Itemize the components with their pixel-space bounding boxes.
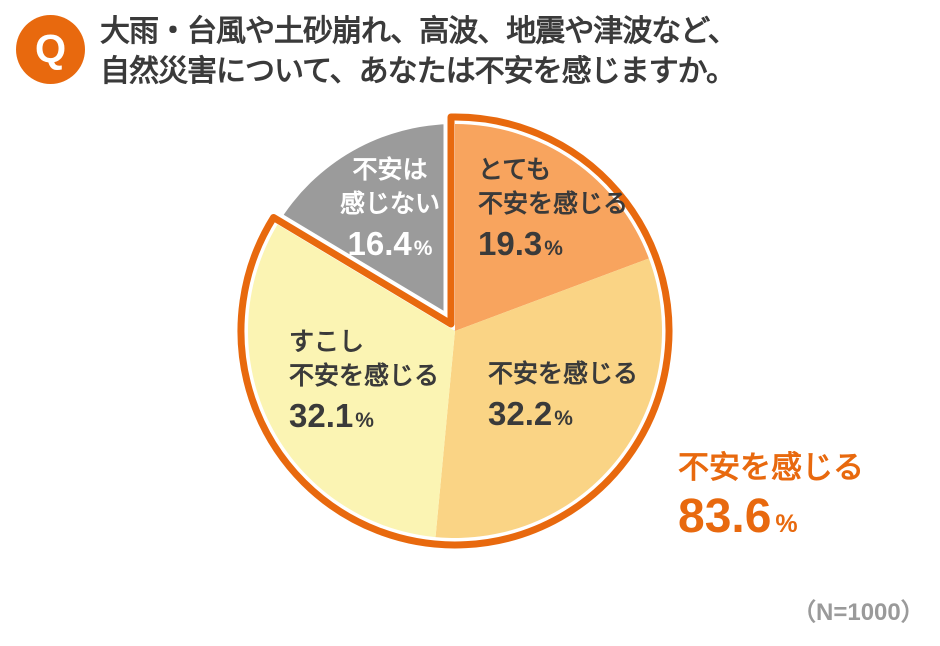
pie-label-anxious-line-1: 不安を感じる — [488, 360, 639, 388]
pie-slice-anxious — [435, 258, 663, 538]
pie-slice-very-anxious — [455, 124, 649, 331]
pie-value-anxious: 32.2% — [488, 395, 573, 432]
percent-sign: % — [775, 510, 798, 538]
pie-label-very-anxious-line-1: とても — [478, 156, 552, 184]
pie-value-slightly-anxious: 32.1% — [289, 397, 374, 434]
question-title: 大雨・台風や土砂崩れ、高波、地震や津波など、 自然災害について、あなたは不安を感… — [100, 12, 738, 92]
percent-sign: % — [554, 407, 573, 430]
pie-slice-not-anxious — [277, 124, 455, 331]
question-title-line-2: 自然災害について、あなたは不安を感じますか。 — [100, 55, 736, 88]
pie-label-slightly-anxious-line-2: 不安を感じる — [289, 362, 440, 390]
pie-label-very-anxious: とても 不安を感じる 19.3% — [478, 153, 628, 270]
pie-label-anxious: 不安を感じる 32.2% — [488, 357, 638, 440]
pie-label-not-anxious-line-2: 感じない — [339, 190, 440, 218]
percent-sign: % — [544, 237, 563, 260]
pie-slice-slightly-anxious — [247, 224, 455, 538]
highlight-value: 83.6% — [678, 490, 798, 543]
pie-label-slightly-anxious: すこし 不安を感じる 32.1% — [289, 325, 439, 442]
pie-value-not-anxious: 16.4% — [347, 225, 433, 262]
pie-label-not-anxious-line-1: 不安は — [352, 156, 428, 184]
question-title-line-1: 大雨・台風や土砂崩れ、高波、地震や津波など、 — [100, 15, 738, 48]
percent-sign: % — [355, 409, 374, 432]
pie-label-not-anxious: 不安は 感じない 16.4% — [318, 153, 462, 270]
pie-value-very-anxious: 19.3% — [478, 225, 563, 262]
highlight-summary: 不安を感じる 83.6% — [678, 449, 864, 543]
question-badge: Q — [16, 15, 85, 84]
question-badge-letter: Q — [34, 27, 67, 71]
highlight-outline — [237, 113, 673, 549]
percent-sign: % — [413, 237, 433, 260]
pie-label-slightly-anxious-line-1: すこし — [289, 328, 365, 356]
pie-label-very-anxious-line-2: 不安を感じる — [478, 190, 629, 218]
highlight-label: 不安を感じる — [678, 450, 864, 485]
sample-size-note: （N=1000） — [792, 599, 925, 626]
